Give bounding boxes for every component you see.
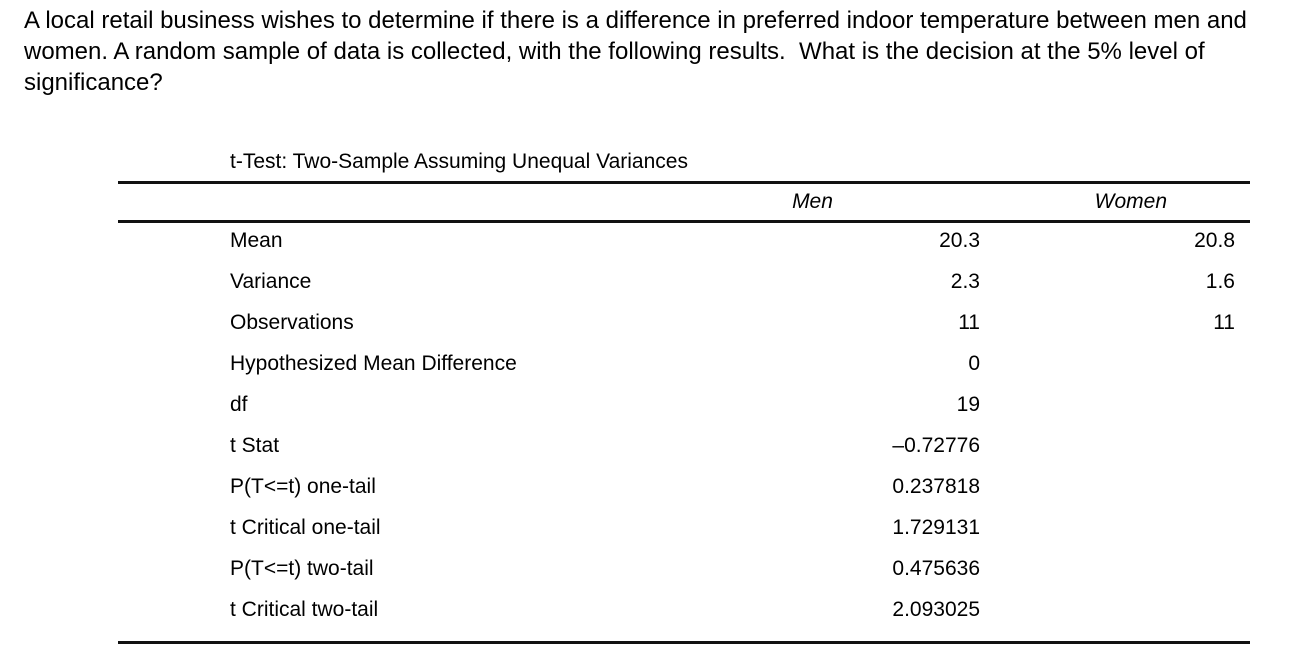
cell-men-value: 20.3 — [939, 228, 980, 252]
cell-men-value: –0.72776 — [892, 433, 980, 457]
col-header-women: Women — [1094, 190, 1167, 213]
cell-women-value: 1.6 — [1205, 269, 1235, 293]
cell-men-value: 11 — [958, 310, 980, 334]
cell-men-value: 0.475636 — [892, 556, 980, 580]
cell-men-value: 0.237818 — [892, 474, 980, 498]
cell-women-value — [985, 343, 1250, 384]
table-row: P(T<=t) two-tail 0.475636 — [118, 548, 1250, 589]
table-row: Observations 11 11 — [118, 302, 1250, 343]
table-rule-top — [118, 181, 1250, 184]
table-title: t-Test: Two-Sample Assuming Unequal Vari… — [230, 150, 688, 173]
cell-women-value — [985, 384, 1250, 425]
row-label: t Critical two-tail — [230, 597, 379, 621]
table-row: t Stat –0.72776 — [118, 425, 1250, 466]
cell-women-value — [985, 589, 1250, 630]
col-header-men: Men — [792, 190, 833, 213]
table-row: t Critical one-tail 1.729131 — [118, 507, 1250, 548]
table-row: Hypothesized Mean Difference 0 — [118, 343, 1250, 384]
cell-men-value: 2.3 — [950, 269, 980, 293]
ttest-results-table: Men Women Mean 20.3 20.8 Variance 2.3 1.… — [118, 184, 1250, 630]
cell-women-value — [985, 507, 1250, 548]
row-label: Mean — [230, 228, 283, 252]
table-row: Mean 20.3 20.8 — [118, 220, 1250, 261]
table-row: Variance 2.3 1.6 — [118, 261, 1250, 302]
table-row: P(T<=t) one-tail 0.237818 — [118, 466, 1250, 507]
table-row: t Critical two-tail 2.093025 — [118, 589, 1250, 630]
cell-men-value: 0 — [968, 351, 980, 375]
row-label: Hypothesized Mean Difference — [230, 351, 517, 375]
table-rule-header — [118, 220, 1250, 223]
row-label: Variance — [230, 269, 312, 293]
row-label: Observations — [230, 310, 354, 334]
cell-women-value — [985, 425, 1250, 466]
row-label: t Critical one-tail — [230, 515, 381, 539]
row-label: df — [230, 392, 248, 416]
cell-men-value: 2.093025 — [892, 597, 980, 621]
cell-women-value: 11 — [1213, 310, 1235, 334]
cell-men-value: 19 — [956, 392, 980, 416]
table-row: df 19 — [118, 384, 1250, 425]
row-label: P(T<=t) one-tail — [230, 474, 376, 498]
header-row: Men Women — [118, 184, 1250, 220]
cell-women-value: 20.8 — [1194, 228, 1235, 252]
cell-women-value — [985, 466, 1250, 507]
table-rule-bottom — [118, 641, 1250, 644]
cell-men-value: 1.729131 — [892, 515, 980, 539]
col-header-blank — [118, 184, 640, 220]
row-label: t Stat — [230, 433, 280, 457]
row-label: P(T<=t) two-tail — [230, 556, 374, 580]
cell-women-value — [985, 548, 1250, 589]
question-text: A local retail business wishes to determ… — [24, 7, 1254, 96]
